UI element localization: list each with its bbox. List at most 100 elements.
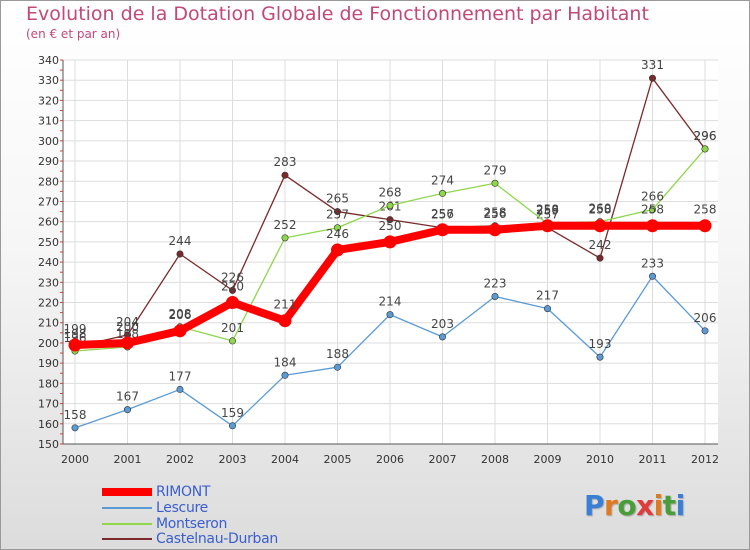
x-tick-label: 2008 (481, 453, 509, 466)
data-label: 242 (589, 238, 612, 252)
data-point (124, 406, 132, 414)
data-label: 258 (641, 203, 664, 217)
data-point (593, 219, 607, 233)
y-tick-label: 210 (38, 317, 59, 330)
data-point (71, 424, 79, 432)
chart-subtitle: (en € et par an) (26, 27, 121, 41)
data-label: 246 (326, 227, 349, 241)
data-label: 283 (274, 155, 297, 169)
data-label: 233 (641, 256, 664, 270)
y-tick-label: 150 (38, 438, 59, 451)
chart-title: Evolution de la Dotation Globale de Fonc… (26, 3, 649, 25)
data-point (333, 224, 341, 232)
data-point (281, 234, 289, 242)
data-label: 259 (536, 204, 559, 218)
legend-swatch (102, 488, 152, 496)
data-label: 203 (431, 317, 454, 331)
legend-item: RIMONT (102, 484, 210, 500)
x-tick-label: 2010 (586, 453, 614, 466)
data-label: 250 (379, 219, 402, 233)
x-tick-label: 2009 (534, 453, 562, 466)
data-label: 274 (431, 173, 454, 187)
data-label: 217 (536, 289, 559, 303)
data-label: 177 (169, 369, 192, 383)
data-label: 256 (431, 207, 454, 221)
data-point (491, 292, 499, 300)
y-tick-label: 240 (38, 256, 59, 269)
data-point (281, 371, 289, 379)
data-label: 193 (589, 337, 612, 351)
y-tick-label: 200 (38, 337, 59, 350)
data-label: 211 (274, 298, 297, 312)
data-label: 201 (221, 321, 244, 335)
data-label: 257 (431, 208, 454, 222)
data-point (648, 272, 656, 280)
data-point (226, 296, 239, 310)
data-point (173, 324, 187, 338)
data-point (281, 171, 289, 179)
legend-label: RIMONT (156, 484, 211, 500)
data-label: 296 (694, 129, 717, 143)
y-tick-label: 320 (38, 94, 59, 107)
data-point (386, 311, 394, 319)
y-tick-label: 300 (38, 135, 59, 148)
y-tick-label: 340 (38, 54, 59, 67)
x-tick-label: 2001 (114, 453, 142, 466)
data-label: 184 (274, 355, 297, 369)
y-tick-label: 250 (38, 236, 59, 249)
legend-label: Lescure (156, 500, 208, 516)
legend-item: Montseron (102, 516, 227, 532)
y-tick-label: 330 (38, 74, 59, 87)
y-tick-label: 280 (38, 175, 59, 188)
data-label: 257 (536, 208, 559, 222)
data-label: 206 (694, 311, 717, 325)
data-label: 204 (116, 315, 139, 329)
proxiti-logo: Proxiti (584, 489, 685, 522)
legend-swatch (102, 523, 152, 525)
data-label: 258 (536, 203, 559, 217)
data-label: 198 (116, 327, 139, 341)
y-tick-label: 310 (38, 115, 59, 128)
y-tick-label: 230 (38, 276, 59, 289)
data-point (176, 250, 184, 258)
data-label: 226 (221, 270, 244, 284)
x-tick-label: 2012 (691, 453, 719, 466)
data-point (596, 353, 604, 361)
data-label: 268 (379, 186, 402, 200)
data-label: 167 (116, 390, 139, 404)
data-point (229, 422, 237, 430)
y-tick-label: 160 (38, 418, 59, 431)
y-tick-label: 260 (38, 216, 59, 229)
y-tick-label: 270 (38, 195, 59, 208)
x-tick-label: 2002 (166, 453, 194, 466)
data-point (229, 337, 237, 345)
data-label: 256 (484, 207, 507, 221)
legend-swatch (102, 507, 152, 509)
data-point (229, 286, 237, 294)
legend-item: Castelnau-Durban (102, 531, 278, 547)
data-label: 159 (221, 406, 244, 420)
data-point (438, 189, 446, 197)
data-point (701, 327, 709, 335)
data-point (333, 363, 341, 371)
x-tick-label: 2007 (429, 453, 457, 466)
data-label: 214 (379, 295, 402, 309)
data-point (436, 223, 449, 237)
data-label: 199 (64, 322, 87, 336)
data-label: 223 (484, 276, 507, 290)
data-label: 331 (641, 58, 664, 72)
legend-item: Lescure (102, 500, 208, 516)
data-point (438, 333, 446, 341)
data-point (543, 305, 551, 313)
data-label: 296 (694, 129, 717, 143)
data-label: 200 (116, 320, 139, 334)
data-label: 220 (221, 280, 244, 294)
data-label: 258 (484, 206, 507, 220)
data-label: 188 (326, 347, 349, 361)
data-label: 244 (169, 234, 192, 248)
data-point (646, 219, 659, 233)
data-point (648, 74, 656, 82)
x-tick-label: 2003 (219, 453, 247, 466)
data-point (278, 314, 292, 328)
